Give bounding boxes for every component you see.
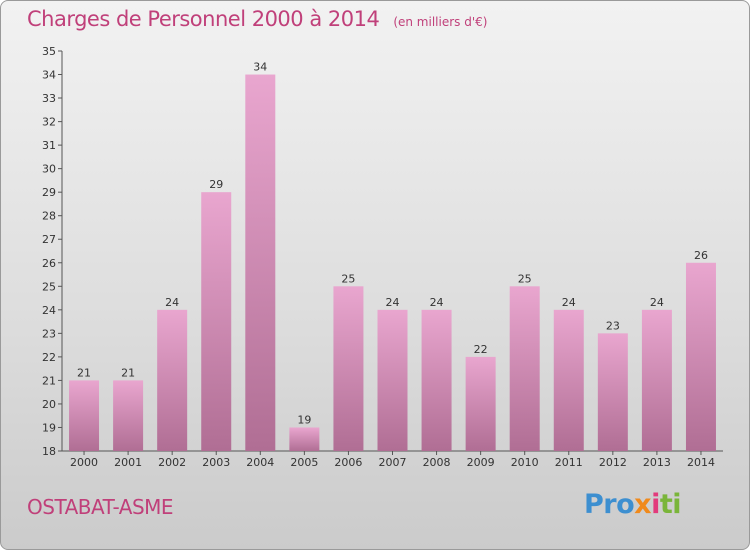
y-tick-label: 26: [42, 257, 56, 270]
bar-2008: [421, 309, 452, 451]
y-tick-label: 34: [42, 69, 56, 82]
logo-part-2: x: [634, 489, 652, 520]
data-label-2004: 34: [253, 61, 267, 74]
y-tick-label: 33: [42, 92, 56, 105]
data-label-2000: 21: [77, 366, 91, 379]
bar-2012: [597, 333, 628, 451]
logo-part-4: ti: [659, 489, 682, 520]
x-tick-label: 2006: [334, 456, 362, 469]
y-tick-label: 35: [42, 45, 56, 58]
data-label-2012: 23: [606, 319, 620, 332]
data-label-2008: 24: [430, 296, 444, 309]
x-tick-label: 2003: [202, 456, 230, 469]
data-label-2007: 24: [386, 296, 400, 309]
data-label-2001: 21: [121, 366, 135, 379]
data-label-2011: 24: [562, 296, 576, 309]
bar-2007: [377, 309, 408, 451]
bar-2009: [465, 356, 496, 451]
x-tick-label: 2012: [599, 456, 627, 469]
data-label-2005: 19: [297, 413, 311, 426]
x-tick-label: 2001: [114, 456, 142, 469]
y-tick-label: 27: [42, 233, 56, 246]
data-label-2014: 26: [694, 249, 708, 262]
data-label-2002: 24: [165, 296, 179, 309]
x-tick-label: 2009: [467, 456, 495, 469]
bar-2010: [509, 286, 540, 451]
chart-title: Charges de Personnel 2000 à 2014 (en mill…: [27, 7, 487, 31]
y-tick-label: 24: [42, 304, 56, 317]
x-tick-label: 2002: [158, 456, 186, 469]
x-tick-label: 2011: [555, 456, 583, 469]
data-label-2009: 22: [474, 343, 488, 356]
bars: [69, 74, 716, 452]
logo-part-1: Pro: [584, 489, 635, 520]
x-tick-label: 2004: [246, 456, 274, 469]
chart-title-text: Charges de Personnel 2000 à 2014: [27, 7, 380, 31]
y-tick-label: 28: [42, 210, 56, 223]
y-tick-label: 18: [42, 445, 56, 458]
data-label-2006: 25: [341, 272, 355, 285]
y-tick-label: 29: [42, 186, 56, 199]
y-tick-label: 30: [42, 163, 56, 176]
proxiti-logo[interactable]: Proxiti: [584, 489, 682, 520]
y-tick-label: 25: [42, 280, 56, 293]
y-tick-label: 22: [42, 351, 56, 364]
data-label-2010: 25: [518, 272, 532, 285]
bar-2014: [685, 262, 716, 451]
bar-2000: [69, 380, 100, 451]
x-tick-label: 2010: [511, 456, 539, 469]
y-tick-label: 23: [42, 327, 56, 340]
data-label-2003: 29: [209, 178, 223, 191]
logo-part-3: i: [651, 489, 660, 520]
bar-2001: [113, 380, 144, 451]
commune-name: OSTABAT-ASME: [27, 495, 174, 519]
axes: 18 19 20 21 22 23 24 25 26 27 28 29 30 31 32 33 34 35 2000…: [42, 45, 723, 469]
x-tick-label: 2014: [687, 456, 715, 469]
bar-2004: [245, 74, 276, 451]
bar-2002: [157, 309, 188, 451]
bar-2003: [201, 192, 232, 452]
x-tick-label: 2005: [290, 456, 318, 469]
bar-2006: [333, 286, 364, 451]
chart-subtitle: (en milliers d'€): [393, 15, 488, 29]
y-tick-label: 21: [42, 374, 56, 387]
x-tick-label: 2013: [643, 456, 671, 469]
y-tick-label: 32: [42, 116, 56, 129]
x-tick-label: 2007: [379, 456, 407, 469]
y-tick-label: 19: [42, 421, 56, 434]
data-labels: 21 21 24 29 34 19 25 24 24 22 25 24 23 24 26: [77, 61, 708, 427]
x-tick-label: 2000: [70, 456, 98, 469]
y-tick-label: 20: [42, 398, 56, 411]
bar-2005: [289, 427, 320, 451]
bar-2013: [641, 309, 672, 451]
x-tick-label: 2008: [423, 456, 451, 469]
bar-2011: [553, 309, 584, 451]
y-tick-label: 31: [42, 139, 56, 152]
data-label-2013: 24: [650, 296, 664, 309]
